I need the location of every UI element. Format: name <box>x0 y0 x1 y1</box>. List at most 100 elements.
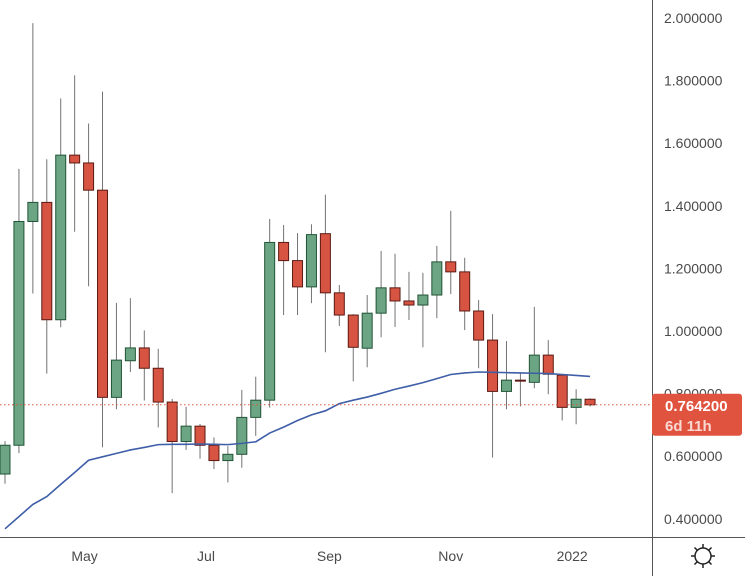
candle-body-up <box>500 379 512 392</box>
candle <box>459 257 471 331</box>
candle <box>180 406 192 450</box>
candles-layer <box>0 23 596 494</box>
candle-body-up <box>13 220 25 446</box>
candle-body-down <box>292 260 304 288</box>
candle <box>278 224 290 316</box>
price-tick-label: 1.000000 <box>664 323 723 339</box>
candle <box>417 272 429 348</box>
candle <box>0 441 11 484</box>
candle <box>500 341 512 410</box>
candle-body-down <box>278 241 290 262</box>
candle <box>55 98 67 328</box>
candle <box>542 340 554 395</box>
candle <box>138 330 150 401</box>
candle-body-up <box>222 453 234 462</box>
time-tick-label: 2022 <box>557 548 588 564</box>
price-tick-label: 1.200000 <box>664 260 723 276</box>
candle-body-down <box>584 398 596 406</box>
candle-body-down <box>347 314 359 348</box>
candle <box>431 245 443 319</box>
candle <box>403 271 415 321</box>
candle-body-down <box>208 444 220 462</box>
candle-body-down <box>166 401 178 442</box>
price-tick-label: 1.800000 <box>664 73 723 89</box>
candle <box>222 446 234 483</box>
candle <box>305 224 317 304</box>
candle <box>166 398 178 494</box>
candle <box>13 168 25 454</box>
time-tick-label: Nov <box>438 548 463 564</box>
candle-body-up <box>264 241 276 401</box>
price-tick-label: 1.400000 <box>664 198 723 214</box>
candle-body-up <box>250 399 262 418</box>
time-tick-label: Sep <box>317 548 342 564</box>
time-tick-label: Jul <box>197 548 215 564</box>
candle-body-up <box>55 154 67 321</box>
candle <box>292 233 304 316</box>
candle-body-up <box>236 416 248 455</box>
candle <box>152 348 164 428</box>
settings-gear-icon[interactable] <box>691 544 715 568</box>
candle <box>264 218 276 408</box>
time-tick-label: May <box>71 548 97 564</box>
candle-body-up <box>570 398 582 408</box>
candle-body-up <box>431 261 443 296</box>
candle <box>110 302 122 410</box>
candle-body-down <box>556 374 568 408</box>
candle-body-down <box>445 261 457 273</box>
candle-body-down <box>319 233 331 294</box>
candle-body-up <box>124 347 136 362</box>
candle <box>375 250 387 338</box>
moving-average-line <box>4 371 591 530</box>
candle-body-down <box>69 154 81 164</box>
candle <box>27 23 39 294</box>
candle <box>473 300 485 369</box>
candle-body-up <box>375 287 387 314</box>
candle <box>347 314 359 382</box>
candle-body-down <box>459 271 471 312</box>
candle-body-up <box>27 201 39 222</box>
candle <box>83 123 95 287</box>
last-price-badge: 0.764200 6d 11h <box>652 393 742 436</box>
price-tick-label: 1.600000 <box>664 135 723 151</box>
candle <box>208 437 220 470</box>
candle-body-down <box>473 310 485 341</box>
candle <box>445 210 457 295</box>
candle <box>97 91 109 448</box>
candle <box>250 376 262 436</box>
candle <box>514 373 526 407</box>
candle-body-down <box>487 339 499 392</box>
candle <box>236 389 248 468</box>
candle-body-down <box>83 162 95 191</box>
candle-body-up <box>110 359 122 398</box>
candle-body-down <box>194 425 206 446</box>
candle-body-down <box>333 292 345 316</box>
candle <box>69 75 81 232</box>
candle <box>194 423 206 459</box>
candle <box>361 295 373 368</box>
candle <box>487 314 499 458</box>
candle-body-down <box>152 367 164 403</box>
candle <box>528 306 540 389</box>
candle-body-down <box>514 379 526 382</box>
candle-body-down <box>138 347 150 369</box>
candle-body-down <box>542 354 554 375</box>
candle <box>570 389 582 425</box>
price-tick-label: 2.000000 <box>664 10 723 26</box>
candle-body-down <box>389 287 401 302</box>
time-axis[interactable]: May Jul Sep Nov 2022 <box>71 548 588 564</box>
candle-body-up <box>0 444 11 475</box>
last-price-value: 0.764200 <box>665 398 728 415</box>
candle <box>319 194 331 353</box>
candle-body-up <box>305 234 317 288</box>
price-axis[interactable]: 2.000000 1.800000 1.600000 1.400000 1.200000… <box>652 10 742 527</box>
candle <box>556 374 568 421</box>
candle <box>124 298 136 373</box>
bar-countdown: 6d 11h <box>665 418 712 435</box>
candle <box>333 285 345 327</box>
candle-body-up <box>180 425 192 442</box>
candle-body-down <box>97 189 109 398</box>
candle-body-up <box>361 312 373 349</box>
price-tick-label: 0.400000 <box>664 511 723 527</box>
